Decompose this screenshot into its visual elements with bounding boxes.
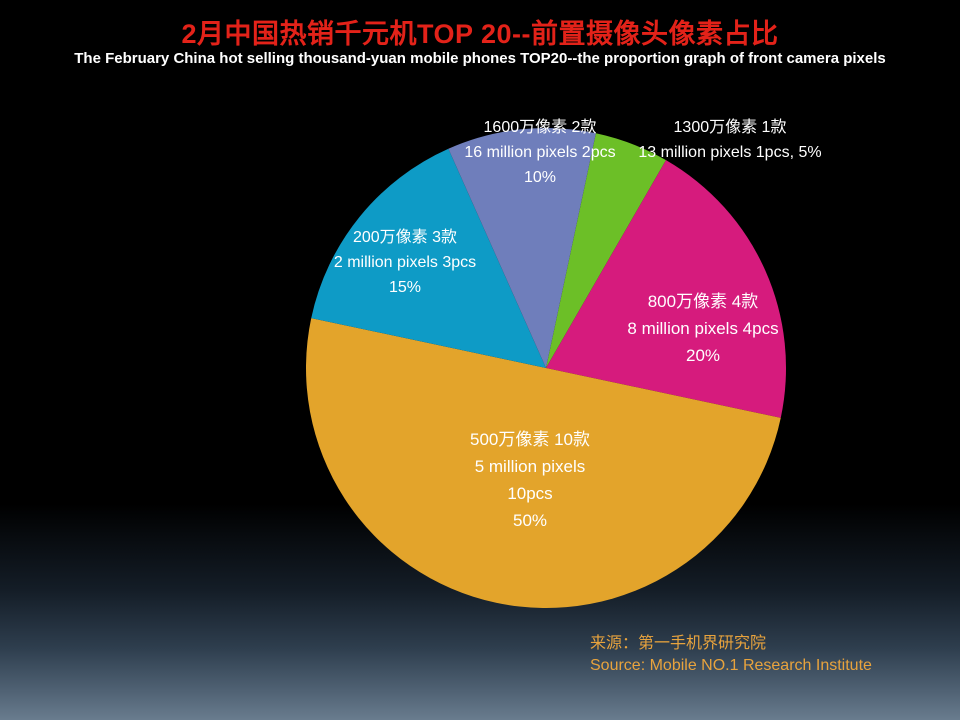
slice-label-line: 2 million pixels 3pcs <box>333 254 477 271</box>
slice-label-13mp: 1300万像素 1款 13 million pixels 1pcs, 5% <box>600 115 860 165</box>
slice-label-5mp: 500万像素 10款 5 million pixels 10pcs 50% <box>420 426 640 534</box>
slice-label-line: 1300万像素 1款 <box>673 119 787 136</box>
slice-label-line: 16 million pixels 2pcs <box>464 144 616 161</box>
slice-label-line: 5 million pixels <box>474 457 586 476</box>
slice-label-line: 8 million pixels 4pcs <box>627 319 779 338</box>
slice-label-line: 13 million pixels 1pcs, 5% <box>638 144 822 161</box>
slice-label-line: 800万像素 4款 <box>647 292 759 311</box>
slice-label-line: 10% <box>523 169 557 186</box>
slice-label-line: 200万像素 3款 <box>352 229 458 246</box>
pie-slice-5mp <box>305 318 781 609</box>
slice-label-16mp: 1600万像素 2款 16 million pixels 2pcs 10% <box>390 115 690 190</box>
pie-slice-13mp <box>546 133 666 368</box>
slice-label-line: 15% <box>388 279 422 296</box>
pie-slice-2mp <box>311 148 546 368</box>
pie-slice-16mp <box>448 127 596 368</box>
chart-title: 2月中国热销千元机TOP 20--前置摄像头像素占比 <box>181 19 779 49</box>
slice-label-line: 1600万像素 2款 <box>483 119 597 136</box>
slice-label-8mp: 800万像素 4款 8 million pixels 4pcs 20% <box>593 288 813 369</box>
slice-label-line: 20% <box>685 346 721 365</box>
slice-label-line: 10pcs <box>507 484 553 503</box>
chart-subtitle: The February China hot selling thousand-… <box>74 50 886 67</box>
slice-label-line: 50% <box>512 511 548 530</box>
source-attribution: 来源：第一手机界研究院 Source: Mobile NO.1 Research… <box>590 633 872 677</box>
pie-slice-8mp <box>546 160 787 418</box>
slice-label-2mp: 200万像素 3款 2 million pixels 3pcs 15% <box>295 225 515 300</box>
source-line-en: Source: Mobile NO.1 Research Institute <box>590 657 872 674</box>
source-line-zh: 来源：第一手机界研究院 <box>590 635 767 652</box>
slice-label-line: 500万像素 10款 <box>470 430 590 449</box>
